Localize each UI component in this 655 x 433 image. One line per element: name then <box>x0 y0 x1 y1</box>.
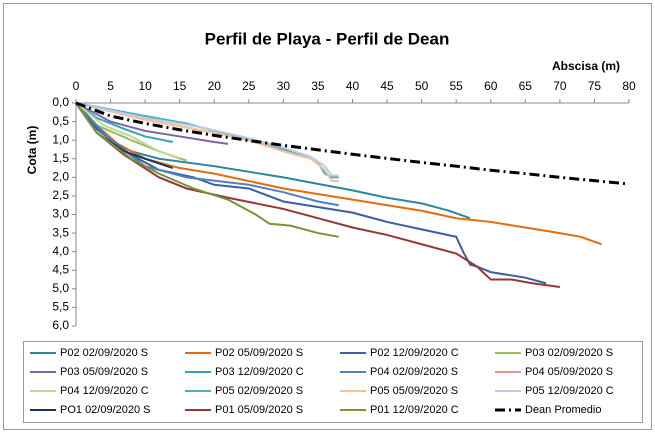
legend-frame <box>23 341 643 423</box>
legend-label: P04 02/09/2020 S <box>370 366 458 378</box>
legend-label: P02 12/09/2020 C <box>370 347 459 359</box>
x-tick-label: 65 <box>519 79 533 93</box>
series-line <box>75 102 339 207</box>
x-tick-label: 35 <box>311 79 325 93</box>
y-tick-label: 2,0 <box>52 170 69 184</box>
legend-label: P04 05/09/2020 S <box>525 366 613 378</box>
series-line <box>75 102 602 246</box>
legend-label: P05 05/09/2020 S <box>370 385 458 397</box>
y-tick-label: 3,5 <box>52 225 69 239</box>
legend-label: P04 12/09/2020 C <box>60 385 149 397</box>
x-tick-label: 30 <box>277 79 291 93</box>
legend-label: PO1 02/09/2020 S <box>60 404 151 416</box>
series-line <box>75 102 339 177</box>
y-tick-label: 2,5 <box>52 188 69 202</box>
legend: P02 02/09/2020 S P02 05/09/2020 S P02 12/0… <box>30 347 614 416</box>
x-tick-label: 70 <box>553 79 567 93</box>
legend-label: P03 02/09/2020 S <box>525 347 613 359</box>
y-tick-label: 3,0 <box>52 207 69 221</box>
legend-label: P05 02/09/2020 S <box>215 385 303 397</box>
series-line <box>75 102 339 238</box>
series-line <box>75 101 630 186</box>
legend-label: P01 05/09/2020 S <box>215 404 303 416</box>
y-tick-label: 6,0 <box>52 318 69 332</box>
series-line <box>75 102 561 288</box>
x-axis-label: Abscisa (m) <box>552 59 620 73</box>
y-tick-label: 0,5 <box>52 114 69 128</box>
y-axis-label: Cota (m) <box>25 126 39 175</box>
legend-label: P03 05/09/2020 S <box>60 366 148 378</box>
x-tick-label: 25 <box>242 79 256 93</box>
legend-label: P03 12/09/2020 C <box>215 366 304 378</box>
series-line <box>75 102 339 183</box>
y-tick-label: 1,0 <box>52 132 69 146</box>
y-tick-label: 4,0 <box>52 244 69 258</box>
y-tick-label: 5,0 <box>52 281 69 295</box>
x-tick-label: 50 <box>415 79 429 93</box>
chart-title: Perfil de Playa - Perfil de Dean <box>205 29 450 48</box>
legend-label: Dean Promedio <box>525 404 601 416</box>
x-tick-label: 80 <box>622 79 636 93</box>
x-tick-label: 75 <box>588 79 602 93</box>
series-line <box>75 102 181 160</box>
y-tick-label: 0,0 <box>52 95 69 109</box>
legend-label: P02 02/09/2020 S <box>60 347 148 359</box>
x-tick-label: 15 <box>173 79 187 93</box>
y-tick-label: 4,5 <box>52 262 69 276</box>
x-tick-label: 45 <box>380 79 394 93</box>
x-tick-label: 55 <box>450 79 464 93</box>
y-tick-label: 5,5 <box>52 300 69 314</box>
x-tick-label: 20 <box>208 79 222 93</box>
x-tick-label: 10 <box>138 79 152 93</box>
legend-label: P01 12/09/2020 C <box>370 404 459 416</box>
x-tick-label: 0 <box>73 79 80 93</box>
x-tick-label: 40 <box>346 79 360 93</box>
x-tick-label: 60 <box>484 79 498 93</box>
y-tick-label: 1,5 <box>52 151 69 165</box>
series-line <box>75 102 229 145</box>
x-tick-label: 5 <box>107 79 114 93</box>
legend-label: P05 12/09/2020 C <box>525 385 614 397</box>
legend-label: P02 05/09/2020 S <box>215 347 303 359</box>
